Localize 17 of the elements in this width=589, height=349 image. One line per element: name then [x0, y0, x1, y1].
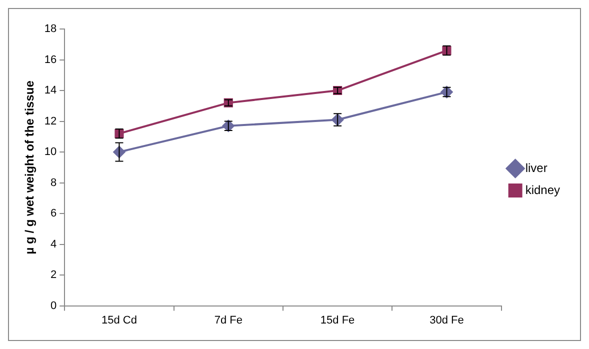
legend-label: liver [525, 160, 548, 175]
x-tick-label: 30d Fe [430, 314, 464, 326]
y-tick-label: 10 [44, 146, 57, 158]
y-axis-title: µ g / g wet weight of the tissue [22, 80, 37, 254]
y-tick-label: 6 [50, 208, 57, 220]
y-tick-label: 12 [44, 115, 57, 128]
x-tick-label: 15d Fe [320, 314, 355, 326]
y-tick-label: 8 [50, 176, 57, 189]
y-tick-label: 14 [44, 84, 57, 97]
x-tick-label: 7d Fe [214, 314, 242, 326]
y-tick-label: 18 [44, 23, 57, 36]
y-tick-label: 4 [50, 238, 57, 250]
y-tick-label: 0 [50, 300, 57, 312]
y-tick-label: 16 [44, 54, 57, 66]
legend-label: kidney [525, 182, 560, 197]
x-tick-label: 15d Cd [101, 314, 137, 326]
y-tick-label: 2 [50, 269, 57, 282]
